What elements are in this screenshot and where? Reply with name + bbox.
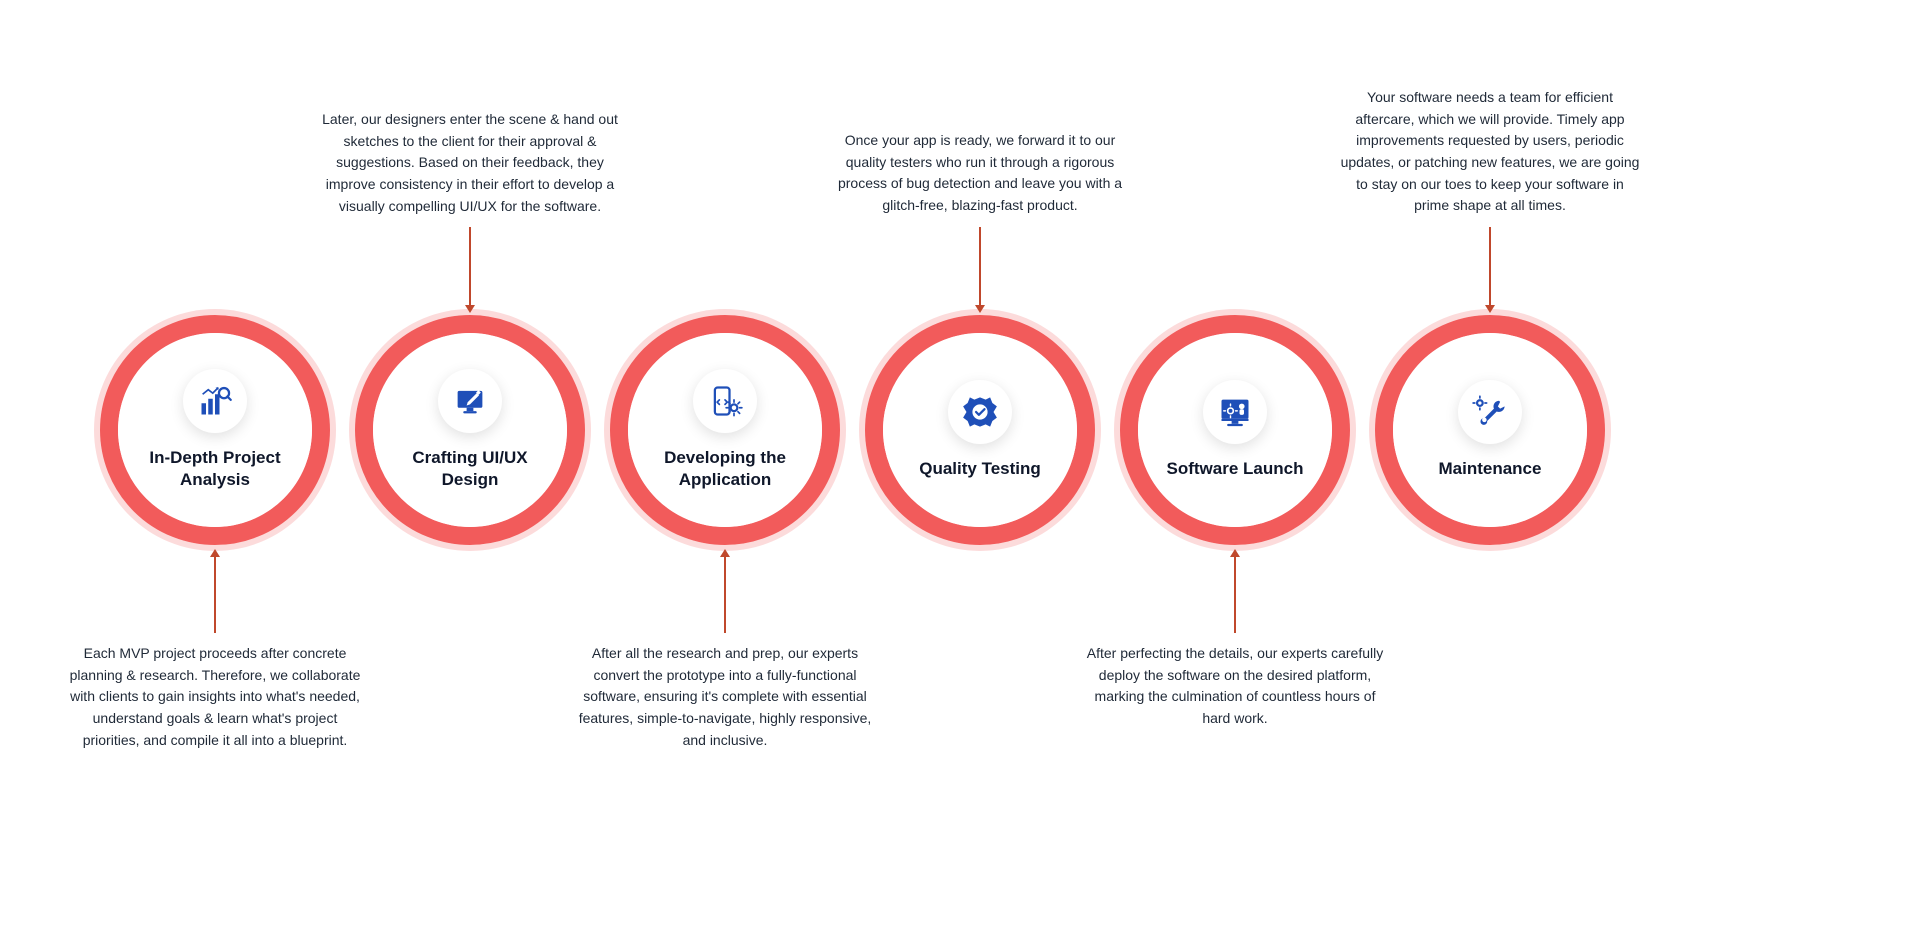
step-description: Once your app is ready, we forward it to…	[830, 130, 1130, 217]
step-title: Quality Testing	[919, 458, 1041, 480]
step-title: Crafting UI/UX Design	[385, 447, 555, 491]
connector-arrow-icon	[975, 305, 985, 315]
connector-arrow-icon	[1485, 305, 1495, 315]
connector-line	[979, 227, 981, 309]
process-step-maintenance: Maintenance	[1375, 315, 1605, 545]
process-step-develop: Developing the Application	[610, 315, 840, 545]
step-title: In-Depth Project Analysis	[130, 447, 300, 491]
step-description: After perfecting the details, our expert…	[1085, 643, 1385, 730]
step-description: Later, our designers enter the scene & h…	[320, 109, 620, 217]
step-title: Developing the Application	[640, 447, 810, 491]
step-title: Software Launch	[1167, 458, 1304, 480]
analysis-icon	[183, 369, 247, 433]
launch-icon	[1203, 380, 1267, 444]
connector-line	[469, 227, 471, 309]
connector-line	[1489, 227, 1491, 309]
process-step-analysis: In-Depth Project Analysis	[100, 315, 330, 545]
step-description: Each MVP project proceeds after concrete…	[65, 643, 365, 751]
step-description: Your software needs a team for efficient…	[1340, 87, 1640, 217]
connector-arrow-icon	[210, 547, 220, 557]
connector-line	[214, 551, 216, 633]
connector-arrow-icon	[1230, 547, 1240, 557]
maintenance-icon	[1458, 380, 1522, 444]
connector-line	[724, 551, 726, 633]
step-title: Maintenance	[1439, 458, 1542, 480]
connector-arrow-icon	[465, 305, 475, 315]
process-step-uiux: Crafting UI/UX Design	[355, 315, 585, 545]
connector-line	[1234, 551, 1236, 633]
qa-icon	[948, 380, 1012, 444]
step-description: After all the research and prep, our exp…	[575, 643, 875, 751]
process-step-qa: Quality Testing	[865, 315, 1095, 545]
develop-icon	[693, 369, 757, 433]
connector-arrow-icon	[720, 547, 730, 557]
design-icon	[438, 369, 502, 433]
process-step-launch: Software Launch	[1120, 315, 1350, 545]
